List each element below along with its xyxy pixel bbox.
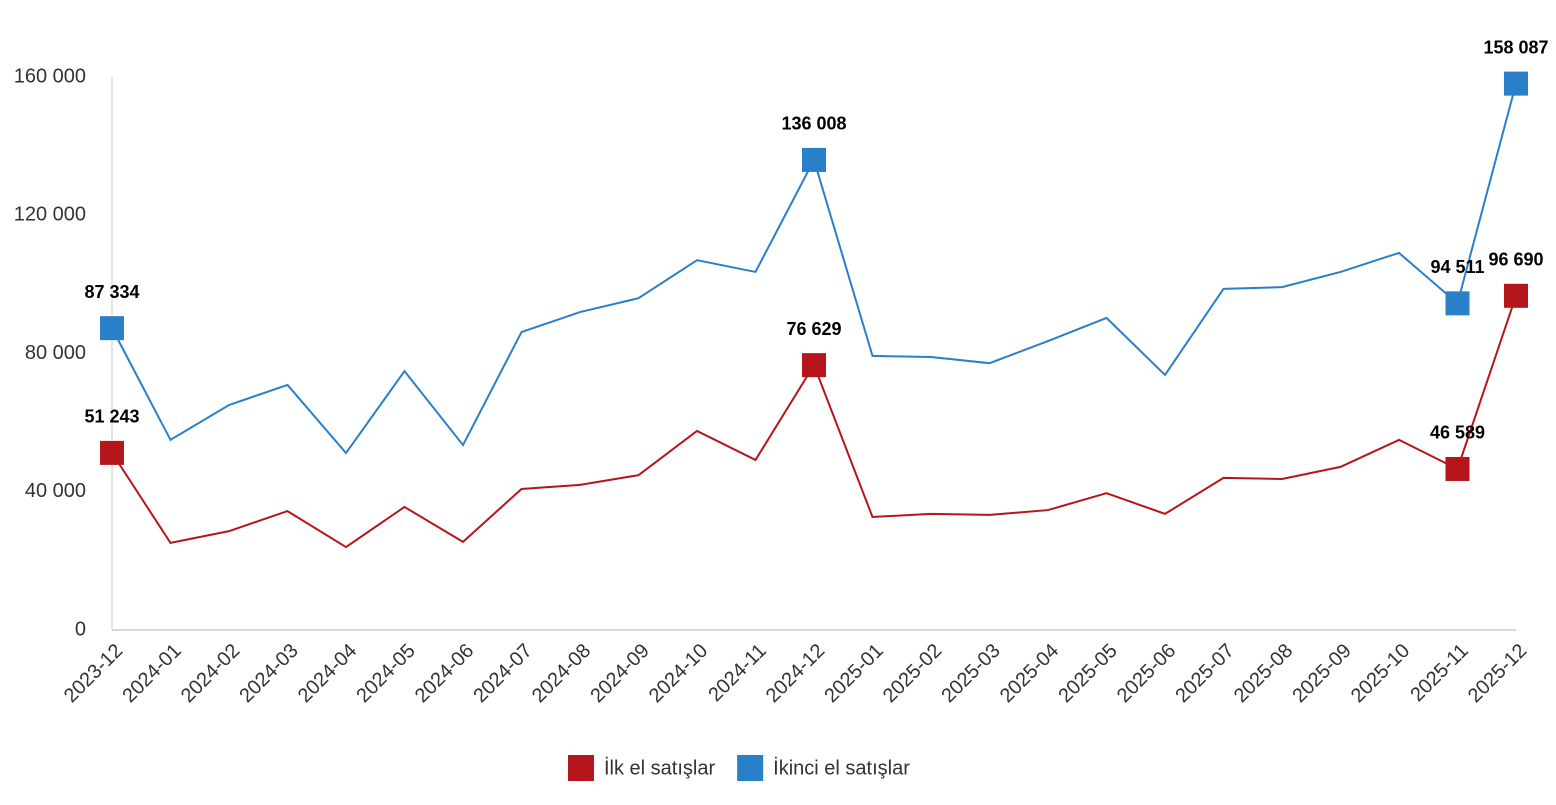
x-tick-label: 2025-04 xyxy=(996,640,1063,707)
point-marker xyxy=(100,440,124,465)
x-tick-label: 2025-01 xyxy=(820,640,887,707)
x-tick-label: 2024-02 xyxy=(177,640,244,707)
y-tick-label: 40 000 xyxy=(25,480,86,502)
x-tick-label: 2024-05 xyxy=(352,640,419,707)
x-tick-label: 2025-05 xyxy=(1054,640,1121,707)
x-tick-label: 2025-11 xyxy=(1406,640,1472,706)
x-tick-label: 2025-09 xyxy=(1288,640,1355,707)
point-marker xyxy=(100,316,124,341)
x-tick-label: 2024-12 xyxy=(762,640,829,707)
legend-swatch xyxy=(568,755,594,781)
x-tick-label: 2025-12 xyxy=(1464,640,1531,707)
x-tick-label: 2024-09 xyxy=(586,640,653,707)
x-tick-label: 2023-12 xyxy=(60,640,127,707)
x-tick-label: 2025-07 xyxy=(1171,640,1238,707)
y-tick-label: 80 000 xyxy=(25,342,86,364)
x-tick-label: 2024-07 xyxy=(469,640,536,707)
point-marker xyxy=(802,353,826,378)
x-tick-label: 2024-04 xyxy=(294,640,361,707)
legend-label: İkinci el satışlar xyxy=(773,756,910,779)
data-label: 76 629 xyxy=(786,319,841,339)
data-label: 94 511 xyxy=(1430,257,1484,277)
point-marker xyxy=(1504,283,1528,308)
point-marker xyxy=(1504,71,1528,96)
x-tick-label: 2025-10 xyxy=(1347,640,1414,707)
data-label: 158 087 xyxy=(1483,37,1548,57)
legend-label: İlk el satışlar xyxy=(604,756,715,779)
y-tick-label: 160 000 xyxy=(14,65,86,87)
legend-swatch xyxy=(737,755,764,781)
data-label: 87 334 xyxy=(84,282,139,302)
x-tick-label: 2025-03 xyxy=(937,640,1004,707)
x-tick-label: 2025-02 xyxy=(879,640,946,707)
data-label: 51 243 xyxy=(84,407,139,427)
y-tick-label: 0 xyxy=(75,618,86,640)
series-line xyxy=(111,83,1517,455)
x-tick-label: 2024-01 xyxy=(118,640,185,707)
x-tick-label: 2024-03 xyxy=(235,640,302,707)
point-marker xyxy=(802,147,826,172)
x-tick-label: 2025-08 xyxy=(1230,640,1297,707)
x-tick-label: 2024-11 xyxy=(704,640,770,706)
x-tick-label: 2024-06 xyxy=(411,640,478,707)
point-marker xyxy=(1445,456,1470,481)
y-tick-label: 120 000 xyxy=(14,204,86,226)
data-label: 96 690 xyxy=(1488,250,1543,270)
point-marker xyxy=(1445,291,1470,316)
x-tick-label: 2024-10 xyxy=(645,640,712,707)
x-tick-label: 2024-08 xyxy=(528,640,595,707)
data-label: 136 008 xyxy=(781,114,846,134)
x-tick-label: 2025-06 xyxy=(1113,640,1180,707)
data-label: 46 589 xyxy=(1430,423,1485,443)
